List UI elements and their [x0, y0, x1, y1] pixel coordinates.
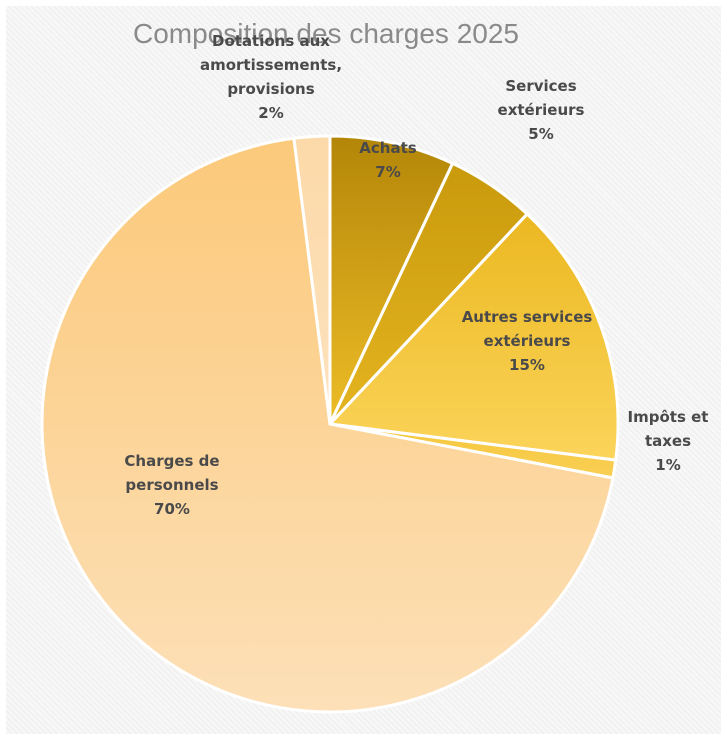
- pie-slice-dotations-aux-amortissements-provisions: [292, 134, 332, 426]
- data-label-name: Impôts et: [627, 408, 709, 426]
- data-label: Autres services extérieurs 15%: [462, 305, 593, 377]
- data-label-name: extérieurs: [483, 332, 571, 350]
- pie-slice-achats: [328, 134, 455, 426]
- data-label: Charges de personnels 70%: [124, 449, 219, 521]
- data-label: Services extérieurs 5%: [498, 74, 585, 146]
- data-label-name: taxes: [644, 432, 692, 450]
- chart-title: Composition des charges 2025: [132, 18, 519, 49]
- data-label: Impôts et taxes 1%: [628, 405, 709, 477]
- data-label-percent: 7%: [375, 163, 401, 181]
- data-label-name: personnels: [125, 476, 219, 494]
- pie-slice-autres-services-ext-rieurs: [328, 212, 620, 462]
- data-label-name: extérieurs: [497, 101, 585, 119]
- data-label-name: amortissements,: [199, 56, 343, 74]
- data-label-name: Services: [505, 77, 577, 95]
- data-label: Dotations aux amortissements, provisions 2%: [200, 29, 342, 125]
- data-label-name: Charges de: [124, 452, 220, 470]
- data-label-name: provisions: [227, 80, 315, 98]
- data-label-name: Achats: [359, 139, 417, 157]
- pie-slice-charges-de-personnels: [40, 136, 615, 714]
- data-label-percent: 2%: [258, 104, 284, 122]
- data-label-percent: 1%: [655, 456, 681, 474]
- data-label-percent: 5%: [528, 125, 554, 143]
- data-label-percent: 70%: [154, 500, 190, 518]
- data-label-name: Autres services: [461, 308, 593, 326]
- pie-slices: [40, 134, 620, 714]
- data-label-percent: 15%: [509, 356, 545, 374]
- data-label-name: Dotations aux: [212, 32, 330, 50]
- data-label: Achats 7%: [359, 136, 416, 184]
